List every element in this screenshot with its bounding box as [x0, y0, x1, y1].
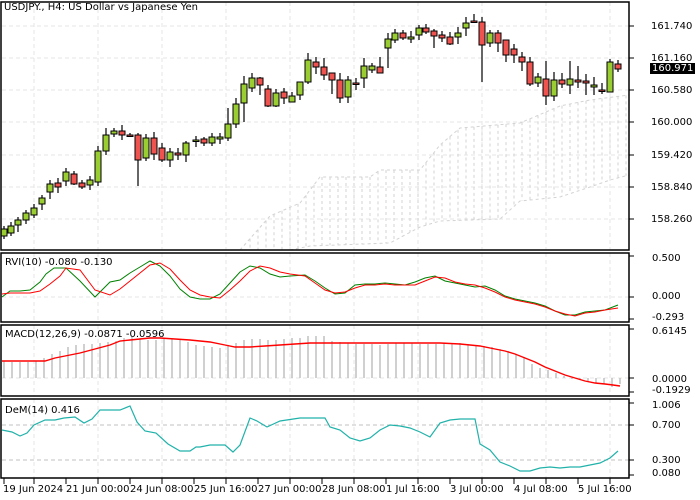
time-label: 4 Jul 08:00	[514, 484, 568, 495]
time-label: 24 Jun 08:00	[130, 484, 194, 495]
price-tick: 158.840	[651, 182, 693, 193]
time-label: 21 Jun 00:00	[66, 484, 130, 495]
time-label: 3 Jul 00:00	[450, 484, 504, 495]
price-tick: 161.160	[651, 53, 693, 64]
rvi-lines	[1, 260, 619, 317]
macd-tick: -0.1929	[652, 385, 691, 396]
dem-line	[1, 405, 619, 472]
panel-frames	[0, 1, 634, 484]
macd-series	[2, 336, 621, 387]
price-tick: 160.000	[651, 117, 693, 128]
macd-title: MACD(12,26,9) -0.0871 -0.0596	[5, 329, 165, 340]
price-tick: 160.580	[651, 85, 693, 96]
dem-title: DeM(14) 0.416	[5, 405, 80, 416]
rvi-tick: 0.500	[652, 253, 681, 264]
time-label: 19 Jun 2024	[3, 484, 64, 495]
price-tick: 159.420	[651, 150, 693, 161]
macd-tick: 0.6145	[652, 326, 687, 337]
candlestick-series	[0, 14, 622, 239]
dem-tick: 1.006	[652, 400, 681, 411]
current-price-tag: 160.971	[650, 63, 696, 74]
rvi-title: RVI(10) -0.080 -0.130	[5, 257, 113, 268]
dem-tick: 0.700	[652, 420, 681, 431]
time-label: 1 Jul 16:00	[386, 484, 440, 495]
rvi-tick: -0.293	[652, 312, 685, 323]
time-label: 25 Jun 16:00	[194, 484, 258, 495]
time-label: 28 Jun 08:00	[322, 484, 386, 495]
price-tick: 158.260	[651, 214, 693, 225]
ichimoku-cloud	[239, 94, 630, 251]
dem-tick: 0.080	[652, 468, 681, 479]
rvi-tick: 0.000	[652, 291, 681, 302]
time-label: 27 Jun 00:00	[258, 484, 322, 495]
chart-title: USDJPY., H4: US Dollar vs Japanese Yen	[4, 2, 198, 13]
dem-tick: 0.300	[652, 455, 681, 466]
macd-tick: 0.0000	[652, 374, 687, 385]
time-label: 5 Jul 16:00	[578, 484, 632, 495]
price-tick: 161.740	[651, 21, 693, 32]
